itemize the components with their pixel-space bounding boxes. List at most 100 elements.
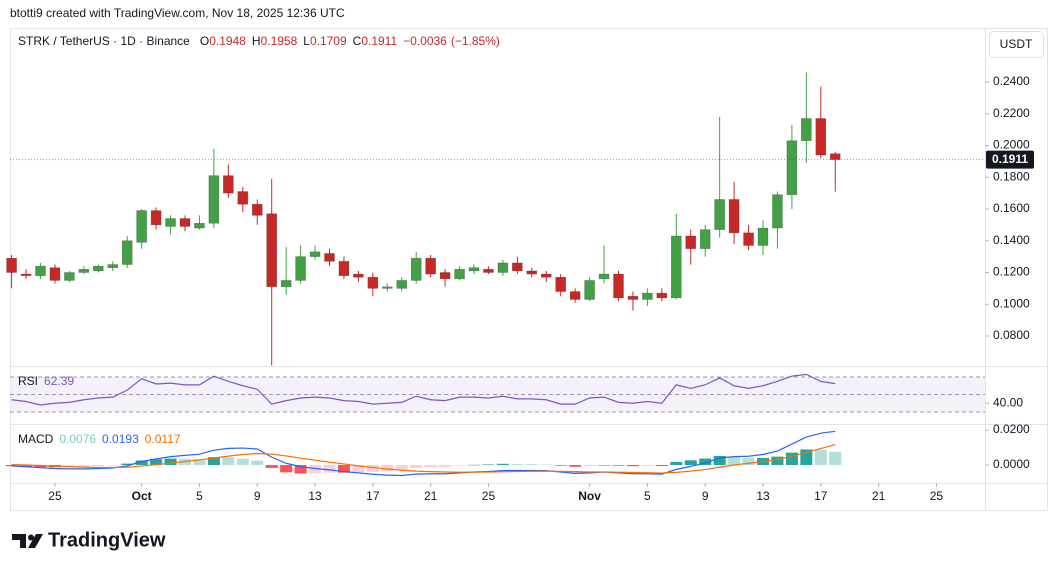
macd-histogram-bar [352, 465, 365, 472]
candle-body [251, 203, 263, 216]
x-tick-label: 25 [48, 489, 62, 503]
candle-body [266, 213, 278, 288]
candle-body [685, 235, 697, 249]
macd-histogram-bar [496, 463, 509, 466]
candle-body [454, 269, 465, 280]
y-tick-label: 0.0000 [993, 457, 1030, 471]
y-tick-label: 0.1600 [993, 201, 1030, 215]
macd-line [11, 430, 836, 477]
candle-body [598, 273, 610, 280]
candle-body [208, 175, 220, 224]
macd-histogram-bar [684, 460, 697, 466]
macd-histogram-bar [598, 465, 611, 466]
macd-histogram-bar [150, 459, 163, 466]
ohlc-value: 0.1709 [310, 34, 347, 48]
x-tick-label: 9 [254, 489, 261, 503]
candle-body [410, 257, 422, 281]
change: −0.0036 [403, 34, 447, 48]
candle-body [280, 280, 292, 288]
currency-label[interactable]: USDT [1000, 37, 1033, 51]
macd-legend: MACD 0.0076 0.0193 0.0117 [18, 432, 181, 446]
candle-body [540, 273, 552, 278]
macd-histogram-bar [381, 465, 394, 472]
x-tick-label: Nov [578, 489, 601, 503]
macd-histogram-bar [77, 465, 90, 467]
macd-histogram-bar [742, 458, 755, 466]
candle-body [584, 280, 595, 300]
macd-histogram-bar [20, 465, 33, 467]
y-tick-label: 0.1000 [993, 296, 1030, 310]
macd-histogram-bar [135, 460, 148, 466]
candle-body [757, 227, 769, 246]
macd-histogram-bar [439, 465, 452, 467]
macd-histogram-bar [222, 457, 235, 466]
candle-body [555, 276, 567, 292]
macd-histogram-bar [92, 465, 105, 467]
candle-body [6, 257, 17, 273]
candle-body [815, 118, 827, 156]
macd-histogram-bar [236, 458, 249, 466]
macd-histogram-bar [5, 465, 18, 467]
ohlc-value: 0.1948 [209, 34, 246, 48]
candle-body [670, 235, 682, 299]
candle-body [237, 191, 249, 205]
y-tick-label: 40.00 [993, 395, 1023, 409]
candle-body [64, 272, 75, 281]
x-tick-label: 25 [930, 489, 944, 503]
currency-button[interactable] [989, 31, 1044, 58]
x-tick-label: 5 [644, 489, 651, 503]
logo-icon [12, 534, 43, 548]
x-tick-label: 17 [814, 489, 828, 503]
candle-body [512, 262, 523, 272]
candle-body [786, 140, 798, 195]
change-pct: (−1.85%) [451, 34, 500, 48]
candle-body [165, 218, 176, 227]
macd-histogram-bar [612, 465, 625, 466]
macd-histogram-bar [699, 458, 712, 466]
macd-name: MACD [18, 432, 54, 446]
candle-body [613, 273, 624, 299]
last-price-tag [986, 150, 1034, 169]
candle-body [35, 265, 46, 276]
macd-histogram-bar [583, 465, 596, 466]
x-tick-label: 13 [308, 489, 322, 503]
candle-body [150, 210, 162, 226]
y-tick-label: 0.2400 [993, 74, 1030, 88]
x-tick-label: 13 [756, 489, 770, 503]
candle-body [223, 175, 234, 194]
candle-body [381, 286, 393, 289]
candle-body [642, 292, 653, 300]
macd-histogram-bar [468, 464, 480, 466]
candle-body [569, 291, 581, 300]
y-tick-label: 0.1200 [993, 265, 1030, 279]
macd-value: 0.0193 [102, 432, 139, 446]
candle-body [526, 270, 538, 275]
y-tick-label: 0.2000 [993, 138, 1030, 152]
candle-body [439, 272, 451, 280]
ohlc-value: 0.1911 [361, 34, 397, 48]
rsi-name: RSI [18, 374, 38, 388]
x-tick-label: Oct [132, 489, 152, 503]
macd-histogram-bar [713, 455, 726, 466]
candle-body [425, 257, 436, 275]
rsi-legend: RSI 62.39 [18, 374, 74, 388]
macd-histogram-bar [670, 462, 683, 466]
y-tick-label: 0.0200 [993, 422, 1030, 436]
ohlc-key: O [200, 34, 209, 48]
candle-body [367, 276, 379, 289]
candle-body [627, 296, 639, 300]
macd-histogram-bar [540, 464, 553, 466]
candle-body [353, 273, 364, 278]
y-tick-label: 0.1800 [993, 169, 1030, 183]
macd-histogram-bar [410, 465, 423, 468]
candle-body [20, 273, 32, 276]
macd-histogram-bar [193, 459, 206, 466]
macd-histogram-bar [785, 452, 798, 466]
candle-body [121, 240, 133, 265]
macd-histogram-bar [655, 465, 668, 467]
macd-histogram-bar [207, 457, 220, 466]
ohlc-key: C [353, 34, 362, 48]
ohlc-value: 0.1958 [261, 34, 298, 48]
candle-body [194, 222, 205, 229]
